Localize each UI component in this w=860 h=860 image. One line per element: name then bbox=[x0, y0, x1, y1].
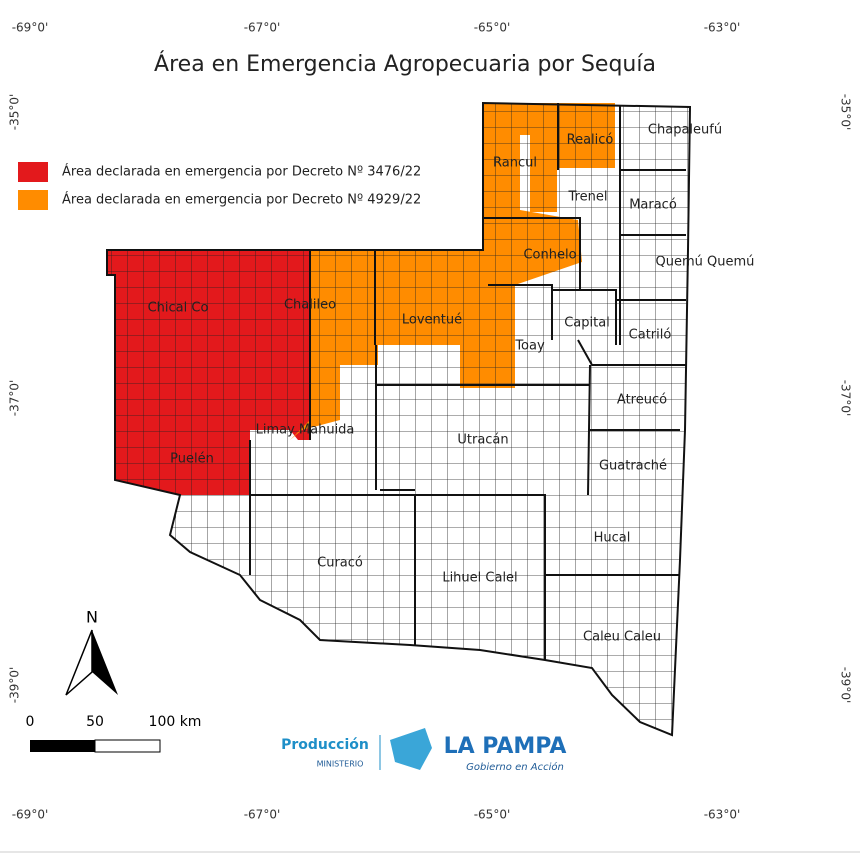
north-arrow-right bbox=[92, 630, 118, 695]
department-label: Caleu Caleu bbox=[583, 630, 661, 645]
department-label: Limay Mahuida bbox=[256, 423, 355, 438]
graticule-label: -39°0' bbox=[8, 667, 22, 704]
north-arrow-left bbox=[65, 629, 93, 696]
department-label: Atreucó bbox=[617, 393, 667, 408]
department-label: Curacó bbox=[317, 556, 363, 571]
department-label: Utracán bbox=[457, 433, 508, 448]
province-outline bbox=[106, 101, 692, 737]
graticule-label: -63°0' bbox=[704, 21, 741, 35]
graticule-label: -67°0' bbox=[244, 21, 281, 35]
scale-bar: 0 50 100 km bbox=[26, 714, 202, 753]
department-label: Toay bbox=[514, 339, 545, 354]
graticule-label: -37°0' bbox=[839, 380, 853, 417]
graticule-label: -69°0' bbox=[12, 21, 49, 35]
graticule-label: -63°0' bbox=[704, 808, 741, 822]
legend-swatch bbox=[18, 190, 48, 210]
graticule-label: -39°0' bbox=[839, 667, 853, 704]
scale-segment bbox=[94, 739, 161, 753]
logo: Producción MINISTERIO LA PAMPA Gobierno … bbox=[281, 728, 566, 773]
legend-swatch bbox=[18, 162, 48, 182]
scale-label: 0 bbox=[26, 714, 35, 730]
map-title: Área en Emergencia Agropecuaria por Sequ… bbox=[154, 51, 656, 77]
logo-sub: MINISTERIO bbox=[317, 760, 364, 769]
department-label: Maracó bbox=[629, 198, 677, 213]
graticule-label: -37°0' bbox=[8, 380, 22, 417]
department-label: Puelén bbox=[170, 452, 214, 467]
legend-label: Área declarada en emergencia por Decreto… bbox=[62, 192, 421, 208]
department-label: Capital bbox=[564, 316, 610, 331]
department-label: Lihuel Calel bbox=[442, 571, 517, 586]
department-label: Quemú Quemú bbox=[656, 255, 755, 270]
department-label: Rancul bbox=[493, 156, 537, 171]
logo-icon bbox=[390, 728, 432, 770]
graticule-label: -67°0' bbox=[244, 808, 281, 822]
department-label: Realicó bbox=[567, 133, 614, 148]
department-label: Chapaleufú bbox=[648, 123, 722, 138]
department-label: Catriló bbox=[629, 328, 672, 343]
logo-ministry: Producción bbox=[281, 737, 369, 753]
department-label: Chical Co bbox=[148, 301, 209, 316]
department-label: Trenel bbox=[568, 190, 608, 205]
legend-label: Área declarada en emergencia por Decreto… bbox=[62, 164, 421, 180]
graticule-label: -65°0' bbox=[474, 21, 511, 35]
department-label: Chalileo bbox=[284, 298, 336, 313]
logo-slogan: Gobierno en Acción bbox=[466, 761, 564, 773]
department-label: Guatraché bbox=[599, 459, 667, 474]
scale-label: 100 km bbox=[149, 714, 202, 730]
north-label: N bbox=[86, 608, 98, 627]
department-boundaries bbox=[249, 103, 686, 660]
scale-label: 50 bbox=[86, 714, 104, 730]
north-arrow: N bbox=[65, 608, 118, 696]
graticule-label: -35°0' bbox=[8, 94, 22, 131]
department-label: Hucal bbox=[594, 531, 631, 546]
department-label: Conhelo bbox=[523, 248, 576, 263]
graticule-label: -69°0' bbox=[12, 808, 49, 822]
logo-province: LA PAMPA bbox=[444, 734, 567, 759]
scale-segment bbox=[30, 740, 95, 752]
department-label: Loventué bbox=[402, 313, 462, 328]
graticule-label: -65°0' bbox=[474, 808, 511, 822]
graticule-label: -35°0' bbox=[839, 94, 853, 131]
